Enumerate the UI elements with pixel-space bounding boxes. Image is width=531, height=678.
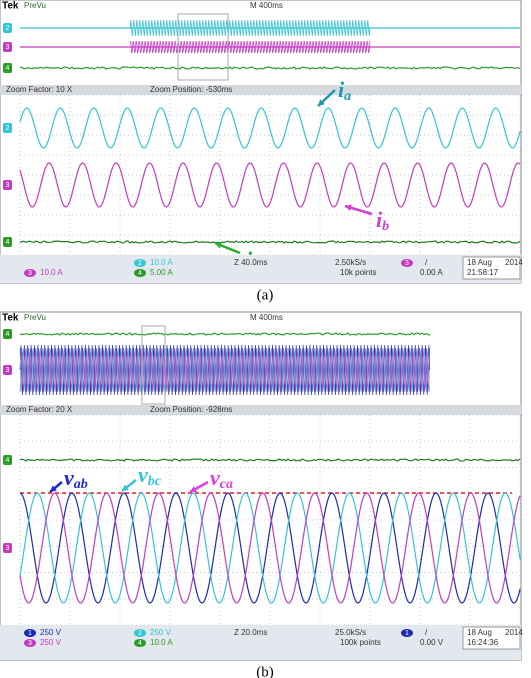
label-subscript: ca — [220, 477, 233, 492]
label-subscript: a — [344, 89, 351, 104]
channel-marker-label: 4 — [6, 65, 10, 72]
label-subscript: bc — [148, 474, 162, 489]
channel-scale: 10.0 A — [40, 268, 63, 277]
channel-marker-label: 2 — [6, 25, 10, 32]
trigger-channel: 1 — [405, 630, 409, 637]
zoom-header — [0, 405, 521, 415]
channel-number: 3 — [28, 640, 32, 647]
brand: Tek — [2, 313, 19, 324]
panel-frame — [0, 0, 521, 283]
channel-number: 4 — [138, 270, 142, 277]
channel-marker-label: 4 — [6, 239, 10, 246]
mode: PreVu — [24, 313, 46, 322]
channel-marker-label: 3 — [6, 182, 10, 189]
zoom-scale: Z 40.0ms — [234, 258, 267, 267]
zoom-header — [0, 85, 521, 95]
label-subscript: ab — [74, 477, 88, 492]
trigger-level: 0.00 A — [420, 268, 443, 277]
trigger-level: 0.00 V — [420, 638, 444, 647]
zoom-position: Zoom Position: -530ms — [150, 85, 232, 94]
trigger-channel: 3 — [405, 260, 409, 267]
channel-scale: 250 V — [150, 628, 172, 637]
label-symbol: v — [64, 465, 74, 490]
channel-marker-label: 3 — [6, 545, 10, 552]
channel-number: 2 — [138, 630, 142, 637]
caption: (a) — [257, 287, 274, 303]
channel-number: 1 — [28, 630, 32, 637]
channel-number: 2 — [138, 260, 142, 267]
label-symbol: v — [138, 462, 148, 487]
year: 2014 — [505, 258, 523, 267]
date: 18 Aug — [467, 628, 492, 637]
channel-scale: 250 V — [40, 628, 62, 637]
caption: (b) — [256, 664, 274, 678]
year: 2014 — [505, 628, 523, 637]
channel-scale: 10.0 A — [150, 258, 173, 267]
channel-scale: 5.00 A — [150, 268, 173, 277]
label-subscript: b — [382, 219, 389, 234]
zoom-factor: Zoom Factor: 20 X — [6, 405, 73, 414]
brand: Tek — [2, 1, 19, 12]
zoom-position: Zoom Position: -928ms — [150, 405, 232, 414]
channel-number: 3 — [28, 270, 32, 277]
record-length: 10k points — [340, 268, 376, 277]
mode: PreVu — [24, 1, 46, 10]
time: 16:24:36 — [467, 638, 499, 647]
channel-marker-label: 3 — [6, 367, 10, 374]
channel-marker-label: 4 — [6, 457, 10, 464]
label-symbol: v — [210, 465, 220, 490]
zoom-factor: Zoom Factor: 10 X — [6, 85, 73, 94]
sample-rate: 25.0kS/s — [335, 628, 366, 637]
channel-scale: 10.0 A — [150, 638, 173, 647]
date: 18 Aug — [467, 258, 492, 267]
sample-rate: 2.50kS/s — [335, 258, 366, 267]
channel-marker-label: 3 — [6, 44, 10, 51]
channel-scale: 250 V — [40, 638, 62, 647]
figure: Tek PreVu M 400ms 2 3 4 Zoom Factor: 10 X Zoom … — [0, 0, 531, 678]
timebase: M 400ms — [250, 313, 283, 322]
timebase: M 400ms — [250, 1, 283, 10]
channel-number: 4 — [138, 640, 142, 647]
time: 21:58:17 — [467, 268, 499, 277]
zoom-scale: Z 20.0ms — [234, 628, 267, 637]
record-length: 100k points — [340, 638, 381, 647]
channel-marker-label: 2 — [6, 125, 10, 132]
channel-marker-label: 4 — [6, 331, 10, 338]
